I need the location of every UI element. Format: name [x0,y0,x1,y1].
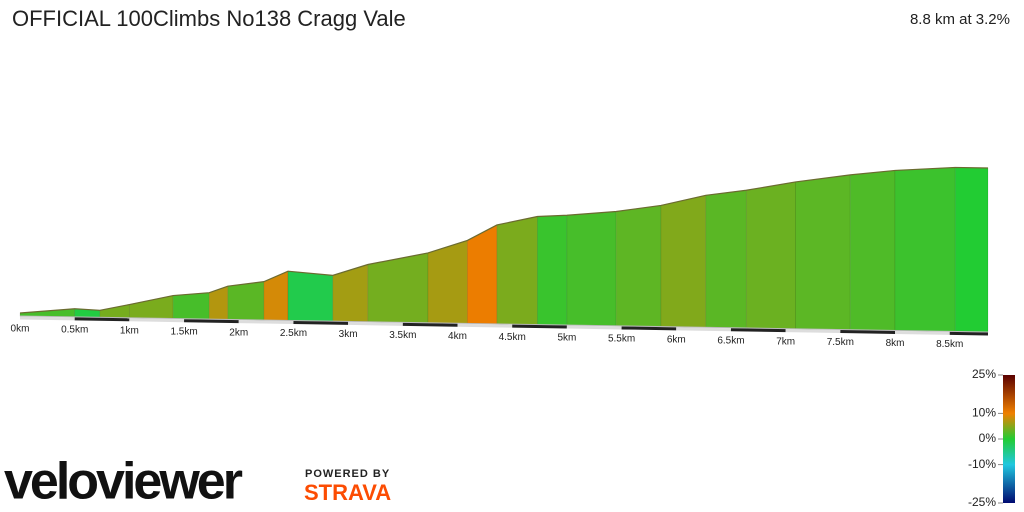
gradient-segment [496,216,538,325]
legend-tick-label: -10% [968,457,996,471]
tick-mark [129,318,185,323]
gradient-segment [849,170,896,331]
legend-tick-label: 25% [972,367,996,381]
tick-mark [238,320,294,325]
color-legend: 25% 10% 0% -10% -25% [968,367,1015,509]
gradient-segment [129,295,174,319]
x-tick-label: 4km [448,331,467,342]
x-tick-label: 8km [886,338,905,349]
x-tick-label: 5km [557,333,576,344]
x-tick-label: 4.5km [499,332,526,343]
gradient-segment [745,181,796,330]
gradient-segment [894,167,956,332]
x-tick-label: 3.5km [389,330,416,341]
gradient-segment [795,174,851,331]
x-tick-label: 8.5km [936,339,963,350]
gradient-segment [537,214,568,326]
x-tick-label: 1km [120,325,139,336]
x-tick-label: 6.5km [717,335,744,346]
x-tick-label: 5.5km [608,334,635,345]
gradient-segment [287,270,334,322]
baseline [19,315,989,333]
tick-mark [19,316,75,321]
tick-mark [74,317,130,322]
gradient-segment [172,292,210,320]
tick-mark [730,328,786,333]
gradient-segment [705,189,747,329]
gradient-segment [332,264,369,323]
gradient-segment [566,211,617,327]
tick-mark [402,322,458,327]
tick-mark [949,331,989,336]
gradient-segment [427,240,468,324]
gradient-segment [263,270,289,321]
logo: veloviewer [4,453,243,511]
x-axis: 0km 0.5km 1km 1.5km 2km 2.5km 3km 3.5km 4km 4.5km… [11,316,989,350]
legend-tick-label: 10% [972,406,996,420]
legend-tick-label: 0% [979,431,997,445]
tick-mark [293,321,349,325]
legend-tick-label: -25% [968,495,996,509]
tick-mark [512,324,567,329]
x-tick-label: 0.5km [61,325,88,336]
tick-mark [184,319,239,324]
x-tick-label: 7.5km [827,337,854,348]
color-scale-bar [1003,375,1015,503]
strava-logo: STRAVA [304,480,391,505]
profile [19,166,989,333]
x-tick-label: 1.5km [170,326,197,337]
x-tick-label: 2km [229,327,248,338]
x-tick-label: 3km [339,329,358,340]
tick-mark [621,326,677,331]
tick-mark [785,329,841,334]
chart-title: OFFICIAL 100Climbs No138 Cragg Vale [12,6,406,31]
tick-mark [676,327,731,332]
gradient-segment [99,304,130,319]
tick-mark [457,323,513,328]
x-tick-label: 6km [667,334,686,345]
powered-by: POWERED BY [305,468,390,480]
summary: 8.8 km at 3.2% [910,11,1010,28]
x-tick-label: 2.5km [280,328,307,339]
gradient-segment [227,281,265,321]
x-tick-label: 0km [11,324,30,335]
gradient-segment [367,252,429,324]
profile-outline [19,166,989,314]
tick-mark [348,321,403,326]
gradient-segment [615,205,662,327]
tick-mark [895,330,950,335]
gradient-segment [467,224,498,325]
tick-mark [840,330,896,334]
x-tick-label: 7km [776,336,795,347]
gradient-segment [660,194,707,328]
gradient-segment [954,167,989,333]
tick-mark [566,325,622,330]
